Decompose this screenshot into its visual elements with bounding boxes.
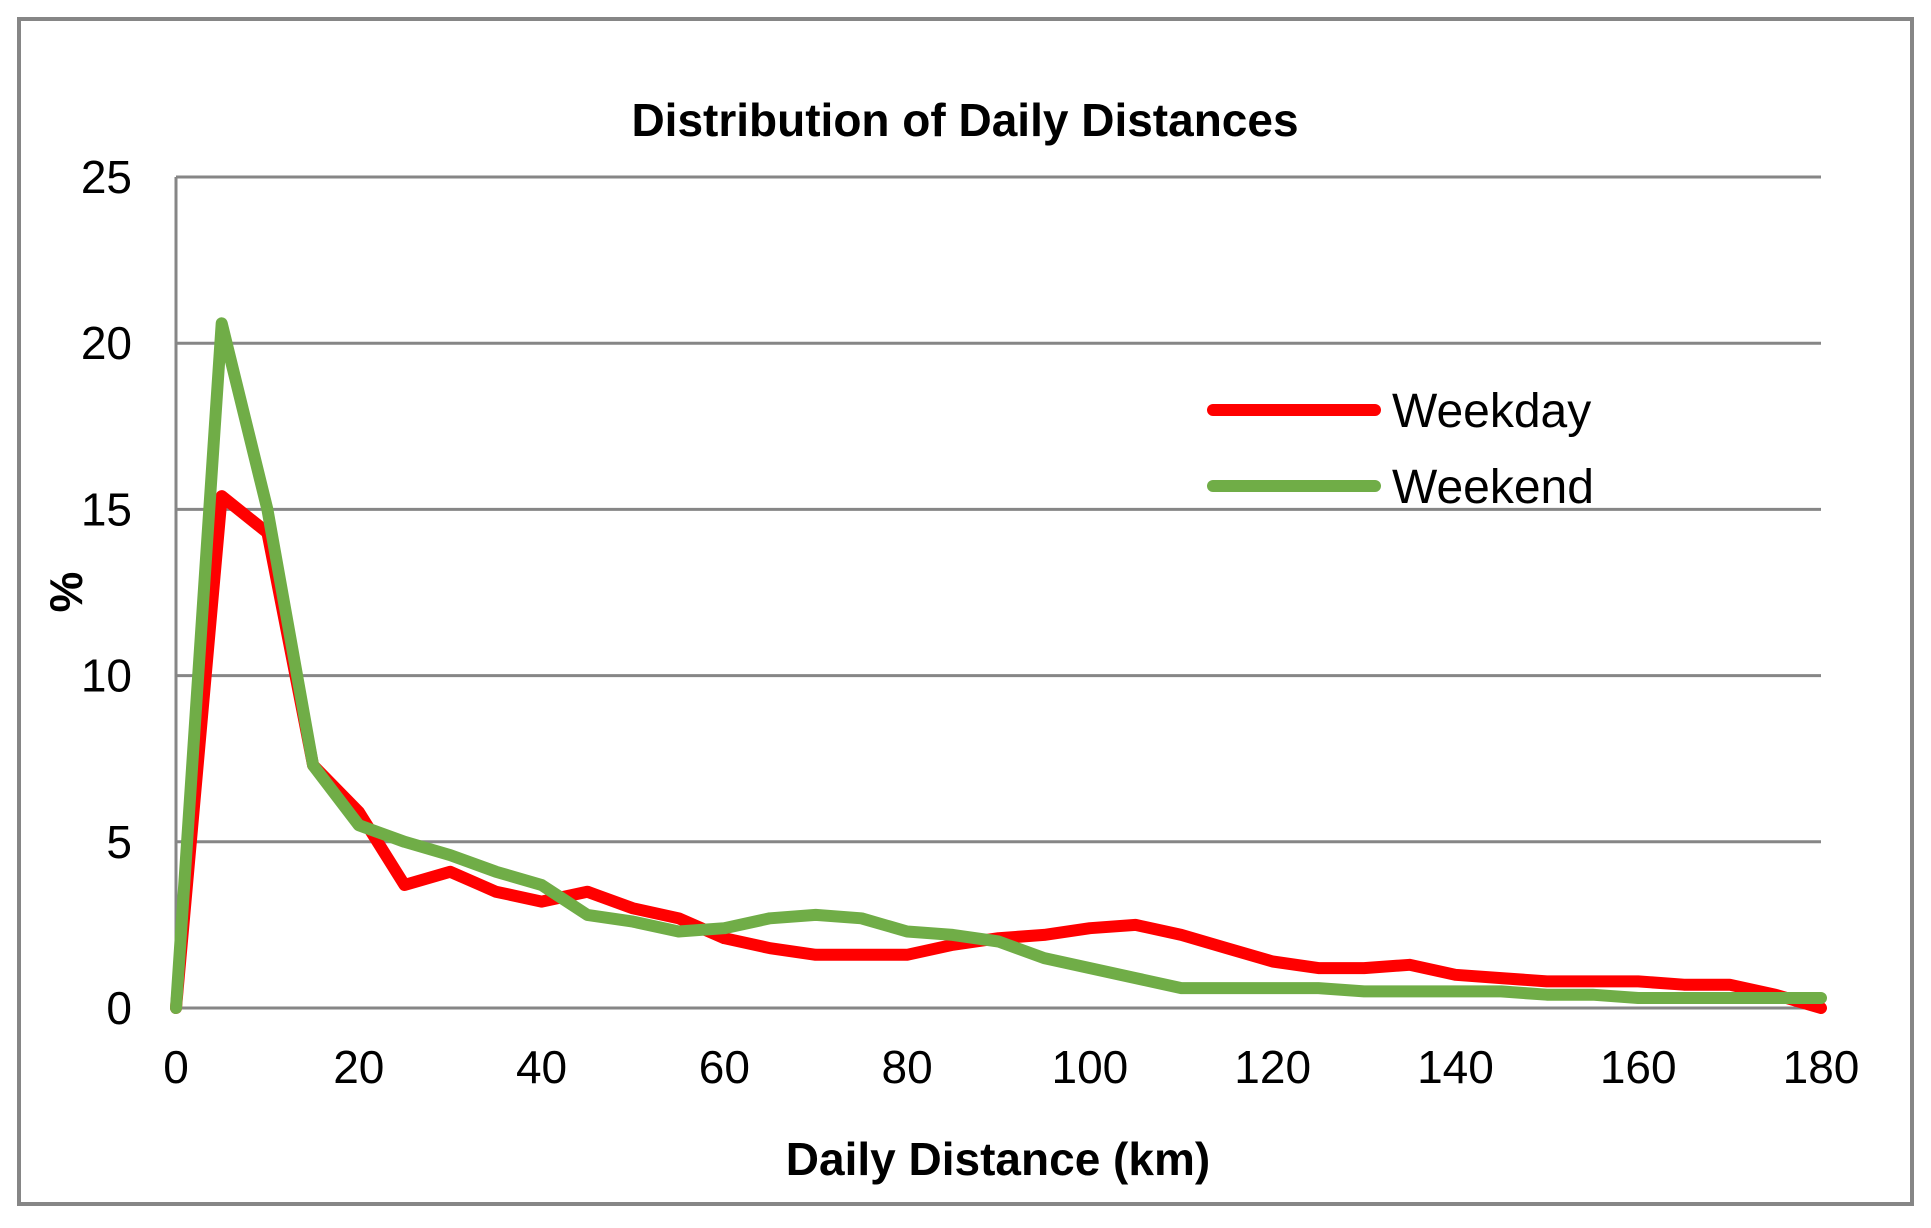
legend-label-weekday: Weekday [1392, 385, 1591, 438]
x-tick-label-120: 120 [1234, 1041, 1311, 1093]
y-axis-label: % [40, 572, 92, 613]
y-tick-label-5: 5 [106, 816, 132, 868]
x-tick-label-100: 100 [1052, 1041, 1129, 1093]
y-tick-label-25: 25 [81, 151, 132, 203]
y-tick-label-15: 15 [81, 483, 132, 535]
x-tick-label-40: 40 [516, 1041, 567, 1093]
x-tick-label-80: 80 [882, 1041, 933, 1093]
legend-label-weekend: Weekend [1392, 461, 1594, 514]
x-tick-label-60: 60 [699, 1041, 750, 1093]
x-tick-label-0: 0 [163, 1041, 189, 1093]
chart-title: Distribution of Daily Distances [631, 94, 1298, 146]
chart-border [17, 17, 1914, 1206]
x-tick-label-20: 20 [333, 1041, 384, 1093]
legend: Weekday Weekend [1207, 385, 1594, 514]
gridlines [176, 175, 1821, 844]
x-axis-label: Daily Distance (km) [786, 1133, 1210, 1185]
x-tick-labels: 0 20 40 60 80 100 120 140 160 180 [163, 1041, 1859, 1093]
y-tick-label-20: 20 [81, 317, 132, 369]
series-lines [170, 317, 1827, 1014]
y-tick-label-0: 0 [106, 982, 132, 1034]
x-tick-label-160: 160 [1600, 1041, 1677, 1093]
series-line-weekend [170, 317, 1827, 1014]
x-tick-label-140: 140 [1417, 1041, 1494, 1093]
y-tick-labels: 0 5 10 15 20 25 [81, 151, 132, 1034]
y-tick-label-10: 10 [81, 650, 132, 702]
x-tick-label-180: 180 [1783, 1041, 1860, 1093]
